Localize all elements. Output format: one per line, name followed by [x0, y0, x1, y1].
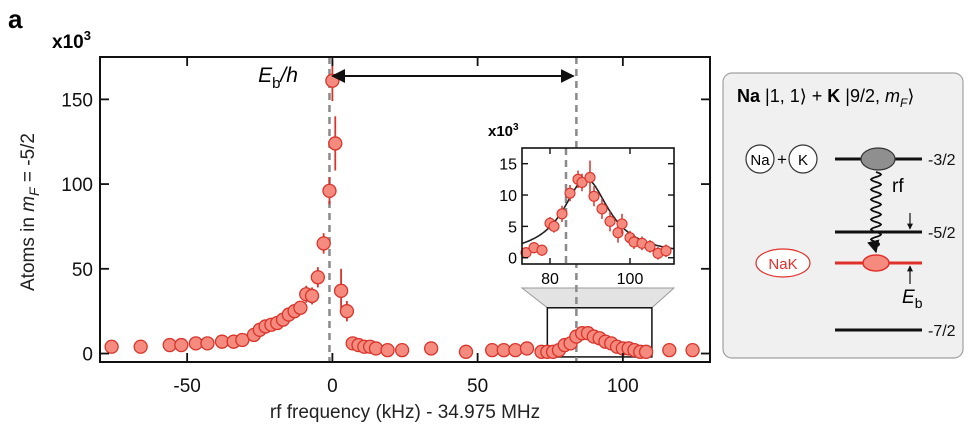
zoom-box — [546, 307, 653, 358]
schematic-title: Na |1, 1⟩ + K |9/2, mF⟩ — [737, 86, 914, 110]
main-plot-frame — [99, 56, 711, 363]
guide-lines — [328, 57, 578, 362]
inset-data-point — [556, 208, 568, 220]
inset-data-point — [644, 240, 656, 252]
data-point — [339, 304, 355, 319]
inset-y-tick-label: 15 — [499, 157, 517, 174]
y-tick-label: 0 — [82, 345, 93, 366]
x-tick-label: 100 — [607, 376, 639, 397]
zoom-connector — [520, 287, 676, 358]
y-tick-label: 100 — [61, 175, 93, 196]
y-tick-label: 50 — [72, 260, 93, 281]
data-point — [380, 342, 395, 358]
inset-x-tick-label: 100 — [617, 271, 644, 288]
inset-y-tick-label: 0 — [508, 251, 517, 268]
level-label-upper: -3/2 — [928, 152, 956, 169]
inset-y-tick-label: 5 — [508, 219, 517, 236]
inset-data-points — [520, 160, 672, 260]
data-point — [310, 270, 326, 285]
nak-label-ellipse — [755, 248, 811, 278]
data-point — [133, 339, 148, 354]
inset-data-point — [536, 244, 548, 256]
data-point — [368, 341, 384, 356]
data-point — [508, 342, 523, 358]
x-tick-label: 0 — [327, 376, 338, 397]
data-points — [104, 60, 700, 359]
data-point — [423, 341, 439, 356]
inset-data-point — [616, 218, 628, 230]
inset-axis-ticks: 80 100 0 5 10 15 — [499, 148, 674, 288]
inset-data-point — [596, 203, 608, 215]
main-y-multiplier: x103 — [52, 28, 91, 53]
inset-y-multiplier: x103 — [488, 122, 519, 140]
x-tick-label: 50 — [467, 376, 488, 397]
inset-data-point — [584, 171, 596, 184]
plus-sign: + — [777, 150, 787, 169]
na-atom-label: Na — [750, 152, 770, 169]
inset-chart: x103 80 100 0 5 10 15 — [488, 122, 675, 288]
rf-label: rf — [892, 176, 904, 197]
molecule-ellipse — [862, 254, 890, 272]
data-point — [316, 236, 331, 251]
y-axis-label: Atoms in mF = -5/2 — [18, 133, 42, 291]
nak-label: NaK — [768, 256, 797, 273]
panel-label: a — [8, 4, 23, 34]
data-point — [322, 183, 337, 199]
data-point — [200, 336, 215, 351]
data-point — [235, 332, 250, 348]
data-point — [638, 344, 654, 359]
level-label-lower: -7/2 — [928, 323, 956, 340]
inset-plot-frame — [521, 147, 675, 265]
inset-data-point — [564, 187, 576, 199]
energy-level-schematic: Na |1, 1⟩ + K |9/2, mF⟩ Na + K -3/2 -5/2… — [722, 72, 964, 359]
na-atom-circle — [745, 144, 775, 174]
k-atom-circle — [788, 144, 818, 174]
k-atom-label: K — [798, 152, 808, 169]
eb-label: Eb — [902, 287, 923, 311]
inset-data-point — [588, 190, 600, 202]
data-point — [519, 341, 535, 356]
y-tick-label: 150 — [61, 90, 93, 111]
data-point — [174, 337, 189, 353]
inset-x-tick-label: 80 — [541, 271, 559, 288]
inset-y-tick-label: 10 — [499, 188, 517, 205]
data-point — [685, 342, 700, 358]
inset-data-point — [660, 245, 672, 257]
unbound-state-ellipse — [860, 147, 896, 171]
x-axis-label: rf frequency (kHz) - 34.975 MHz — [270, 402, 540, 423]
zoom-trapezoid — [520, 287, 676, 309]
data-point — [662, 342, 677, 358]
inset-data-point — [548, 220, 560, 232]
data-point — [328, 136, 343, 151]
data-point — [304, 288, 320, 304]
inset-data-point — [576, 176, 588, 189]
data-point — [333, 283, 349, 298]
schematic-panel — [722, 72, 964, 359]
level-label-middle: -5/2 — [928, 225, 956, 242]
data-point — [104, 339, 119, 354]
data-point — [394, 342, 410, 358]
x-tick-label: -50 — [173, 376, 200, 397]
inset-data-point — [604, 215, 616, 227]
binding-energy-label: Eb/h — [258, 64, 298, 92]
data-point — [458, 344, 474, 359]
data-point — [293, 300, 308, 315]
rf-transition-arrow — [867, 171, 883, 254]
